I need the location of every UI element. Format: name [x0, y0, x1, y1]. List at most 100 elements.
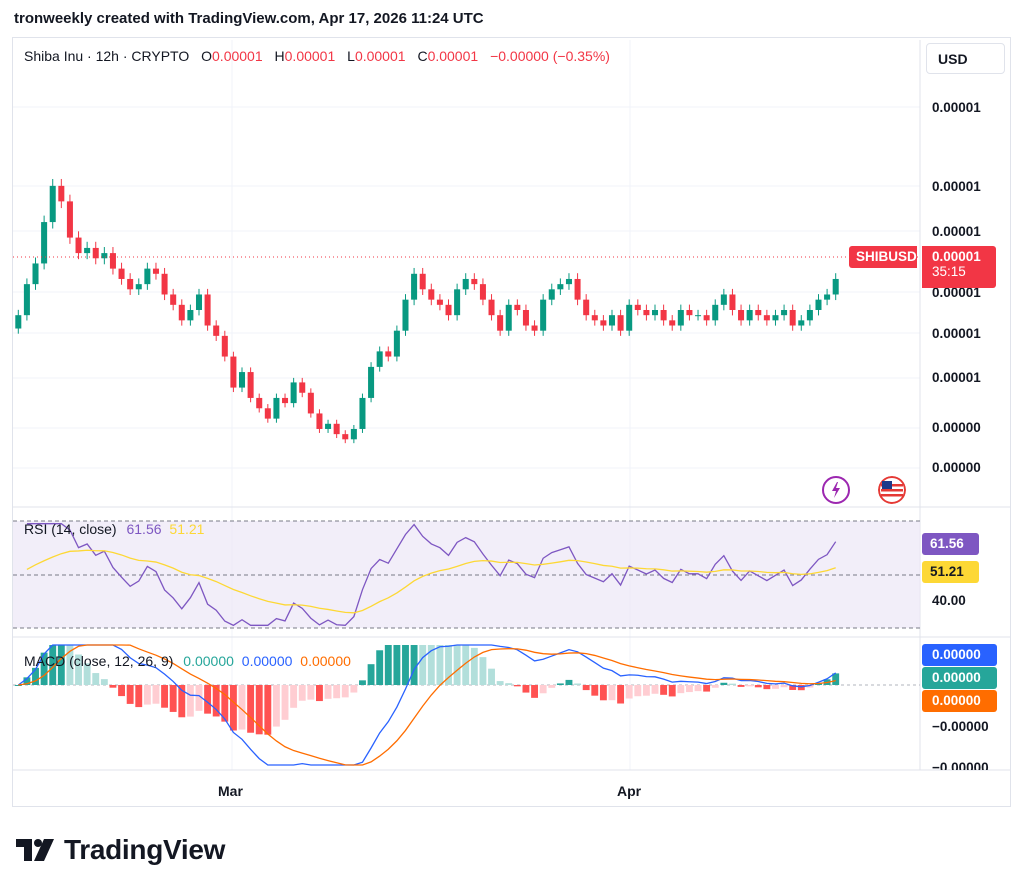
- tradingview-logo[interactable]: TradingView: [16, 834, 225, 866]
- rsi-title[interactable]: RSI (14, close): [24, 521, 117, 537]
- macd-histogram-bar: [651, 685, 659, 694]
- macd-histogram-bar: [66, 645, 74, 685]
- us-flag-icon[interactable]: [878, 476, 906, 504]
- candle-body: [729, 294, 736, 310]
- price-tick: 0.00001: [932, 179, 981, 194]
- candle-body: [626, 304, 633, 331]
- candle-body: [746, 310, 753, 321]
- candle-body: [170, 294, 177, 305]
- macd-histogram-bar: [264, 685, 272, 735]
- macd-histogram-bar: [617, 685, 625, 704]
- macd-histogram-bar: [32, 667, 39, 685]
- macd-histogram-bar: [436, 645, 444, 685]
- candle-body: [462, 278, 469, 290]
- candle-body: [651, 310, 659, 316]
- price-tick: 0.00000: [932, 460, 981, 475]
- candle-body: [58, 185, 65, 202]
- macd-histogram-bar: [445, 645, 452, 685]
- macd-signal-value: 0.00000: [300, 653, 351, 669]
- tradingview-logo-text: TradingView: [64, 834, 226, 865]
- rsi-legend: RSI (14, close) 61.56 51.21: [24, 521, 204, 537]
- candle-body: [411, 273, 418, 300]
- macd-histogram-bar: [660, 685, 668, 695]
- macd-histogram-bar: [685, 685, 693, 693]
- macd-histogram-bar: [746, 685, 754, 687]
- macd-histogram-bar: [281, 685, 289, 720]
- currency-button[interactable]: USD: [926, 43, 1005, 74]
- candle-body: [789, 310, 796, 326]
- candle-body: [695, 315, 702, 317]
- candle-body: [135, 284, 142, 290]
- rsi-ma-tag: 51.21: [922, 561, 979, 583]
- symbol-label[interactable]: Shiba Inu · 12h · CRYPTO: [24, 48, 190, 64]
- candle-body: [41, 222, 48, 264]
- candle-body: [540, 299, 547, 331]
- candle-body: [583, 299, 590, 316]
- macd-histogram-bar: [341, 685, 349, 698]
- candle-body: [333, 423, 340, 435]
- candle-body: [755, 310, 762, 316]
- macd-histogram-bar: [427, 645, 435, 685]
- macd-histogram-bar: [393, 645, 401, 685]
- signal-tag: 0.00000: [922, 690, 997, 712]
- candle-body: [161, 273, 168, 295]
- candle-body: [557, 284, 564, 290]
- high-label: H: [274, 48, 285, 64]
- x-tick-apr: Apr: [617, 783, 642, 799]
- candle-body: [720, 294, 727, 305]
- macd-histogram-bar: [255, 685, 263, 735]
- candle-body: [325, 423, 332, 429]
- x-tick-mar: Mar: [218, 783, 243, 799]
- candle-body: [290, 382, 297, 404]
- candle-body: [385, 351, 392, 357]
- candle-body: [152, 268, 159, 274]
- candle-body: [832, 278, 839, 295]
- price-tick: 0.00001: [932, 285, 981, 300]
- macd-histogram-bar: [625, 685, 633, 699]
- macd-histogram-bar: [729, 683, 736, 685]
- candle-body: [393, 330, 400, 357]
- candle-body: [522, 310, 529, 326]
- candle-body: [221, 335, 228, 357]
- macd-histogram-bar: [591, 685, 599, 696]
- candle-body: [282, 397, 289, 404]
- macd-histogram-bar: [376, 650, 384, 685]
- candle-body: [488, 299, 495, 316]
- candle-body: [660, 310, 667, 321]
- macd-histogram-bar: [324, 685, 332, 699]
- macd-histogram-bar: [135, 685, 143, 708]
- macd-histogram-bar: [221, 685, 229, 722]
- macd-histogram-bar: [118, 685, 125, 697]
- macd-histogram-bar: [772, 685, 779, 689]
- macd-histogram-bar: [152, 685, 160, 704]
- candle-body: [350, 428, 357, 440]
- macd-histogram-bar: [229, 685, 237, 731]
- macd-histogram-bar: [290, 685, 298, 708]
- candle-body: [230, 356, 237, 388]
- macd-histogram-bar: [402, 645, 409, 685]
- candle-body: [187, 310, 194, 321]
- lightning-icon[interactable]: [822, 476, 850, 504]
- candle-body: [763, 315, 770, 321]
- candle-body: [75, 237, 82, 254]
- candle-body: [101, 253, 108, 259]
- candle-body: [213, 325, 220, 336]
- macd-histogram-bar: [238, 685, 246, 730]
- macd-histogram-bar: [789, 685, 797, 690]
- macd-signal-line: [18, 644, 836, 766]
- candle-body: [144, 268, 151, 285]
- macd-histogram-bar: [161, 685, 169, 708]
- candle-body: [634, 304, 641, 310]
- macd-histogram-bar: [754, 685, 762, 688]
- candle-body: [781, 310, 788, 316]
- chart-caption: tronweekly created with TradingView.com,…: [14, 10, 484, 27]
- macd-title[interactable]: MACD (close, 12, 26, 9): [24, 653, 174, 669]
- macd-histogram-bar: [333, 685, 341, 699]
- candle-body: [798, 320, 805, 326]
- macd-histogram-bar: [574, 683, 582, 685]
- symbol-price-tag: SHIBUSD: [849, 246, 917, 268]
- macd-histogram-bar: [677, 685, 685, 694]
- macd-histogram-bar: [565, 679, 573, 685]
- macd-histogram-bar: [83, 663, 91, 685]
